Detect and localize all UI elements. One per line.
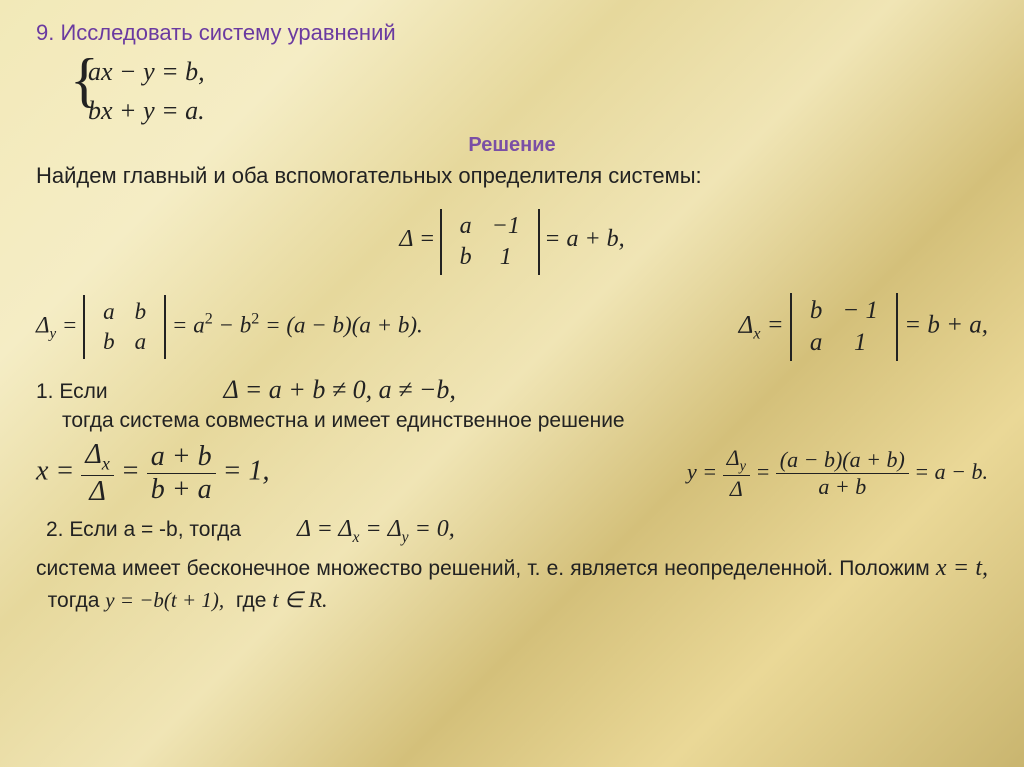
y-f1n-s: y: [740, 458, 746, 474]
dy-lhs: Δ: [36, 312, 50, 337]
y-eq1: =: [755, 458, 775, 483]
x-frac2: a + b b + a: [147, 441, 216, 506]
x-f1d: Δ: [81, 476, 114, 508]
dy-r3: = (a − b)(a + b).: [259, 312, 422, 337]
y-f2d: a + b: [776, 474, 909, 500]
x-eq1: =: [121, 456, 147, 487]
equation-1: ax − y = b,: [88, 52, 988, 91]
x-f1n-l: Δ: [85, 439, 101, 470]
y-result: = a − b.: [914, 458, 988, 483]
m01: −1: [482, 211, 530, 242]
delta-rhs: = a + b,: [544, 226, 624, 252]
dy-eq: =: [56, 312, 77, 337]
dx-eq: =: [761, 312, 784, 339]
problem-number: 9: [36, 20, 48, 45]
final-math2: y = −b(t + 1),: [105, 588, 224, 612]
equation-2: bx + y = a.: [88, 91, 988, 130]
case2-label: 2. Если a = -b, тогда: [46, 518, 241, 541]
ym01: b: [125, 297, 157, 327]
x-frac1: Δx Δ: [81, 439, 114, 508]
y-frac1: Δy Δ: [723, 445, 750, 502]
intro-text: Найдем главный и оба вспомогательных опр…: [36, 163, 988, 189]
case1-row: 1. Если Δ = a + b ≠ 0, a ≠ −b,: [36, 375, 988, 405]
case1-math: Δ = a + b ≠ 0, a ≠ −b,: [223, 375, 455, 405]
x-solution: x = Δx Δ = a + b b + a = 1,: [36, 439, 270, 508]
title-dot: .: [48, 20, 60, 45]
title-text: Исследовать систему уравнений: [60, 20, 395, 45]
c2-r: = 0,: [409, 516, 455, 542]
ym10: b: [93, 327, 125, 357]
x-f2n: a + b: [147, 441, 216, 474]
delta-x-block: Δx = b− 1 a1 = b + a,: [739, 293, 988, 361]
y-f1n-l: Δ: [727, 445, 740, 470]
delta-y-matrix: ab ba: [83, 295, 166, 359]
c2-l: Δ = Δ: [297, 516, 353, 542]
delta-y-block: Δy = ab ba = a2 − b2 = (a − b)(a + b).: [36, 295, 423, 359]
delta-xy-row: Δy = ab ba = a2 − b2 = (a − b)(a + b). Δ…: [36, 293, 988, 361]
x-var: x =: [36, 456, 74, 487]
xm11: 1: [832, 327, 888, 359]
xm01: − 1: [832, 295, 888, 327]
y-frac2: (a − b)(a + b) a + b: [776, 447, 909, 500]
dx-lhs: Δ: [739, 312, 754, 339]
final-text2: тогда: [48, 589, 100, 612]
equation-system: { ax − y = b, bx + y = a.: [70, 52, 988, 130]
delta-main-row: Δ = a−1 b1 = a + b,: [36, 209, 988, 275]
c2-m: = Δ: [359, 516, 401, 542]
case1-conclusion: тогда система совместна и имеет единстве…: [62, 409, 988, 433]
y-var: y =: [687, 458, 717, 483]
y-f2n: (a − b)(a + b): [776, 447, 909, 474]
ym11: a: [125, 327, 157, 357]
m11: 1: [482, 242, 530, 273]
final-text3: где: [236, 589, 267, 612]
xm00: b: [800, 295, 833, 327]
x-f1n-s: x: [102, 454, 110, 474]
x-f2d: b + a: [147, 474, 216, 506]
delta-main-matrix: a−1 b1: [440, 209, 540, 275]
m00: a: [450, 211, 482, 242]
dy-r1: = a: [172, 312, 205, 337]
m10: b: [450, 242, 482, 273]
case1-label: 1. Если: [36, 380, 108, 403]
system-brace: {: [70, 50, 99, 110]
dx-rhs: = b + a,: [904, 312, 988, 339]
final-paragraph: система имеет бесконечное множество реше…: [36, 552, 988, 615]
xy-solution-row: x = Δx Δ = a + b b + a = 1, y = Δy Δ = (…: [36, 439, 988, 508]
delta-x-matrix: b− 1 a1: [790, 293, 898, 361]
dx-sub: x: [753, 325, 760, 343]
case2-math: Δ = Δx = Δy = 0,: [297, 516, 455, 542]
xm10: a: [800, 327, 833, 359]
solution-heading: Решение: [36, 134, 988, 157]
y-f1d: Δ: [723, 476, 750, 502]
dy-r2: − b: [213, 312, 252, 337]
y-solution: y = Δy Δ = (a − b)(a + b) a + b = a − b.: [687, 445, 988, 502]
delta-lhs: Δ =: [399, 226, 435, 252]
final-math3: t ∈ R.: [272, 587, 327, 612]
ym00: a: [93, 297, 125, 327]
final-math1: x = t,: [936, 555, 988, 581]
x-result: = 1,: [223, 456, 270, 487]
case2-row: 2. Если a = -b, тогда Δ = Δx = Δy = 0,: [36, 516, 988, 547]
problem-title: 9. Исследовать систему уравнений: [36, 20, 988, 46]
dy-s1: 2: [205, 311, 213, 328]
final-text1: система имеет бесконечное множество реше…: [36, 557, 930, 580]
c2-s2: y: [402, 528, 409, 545]
